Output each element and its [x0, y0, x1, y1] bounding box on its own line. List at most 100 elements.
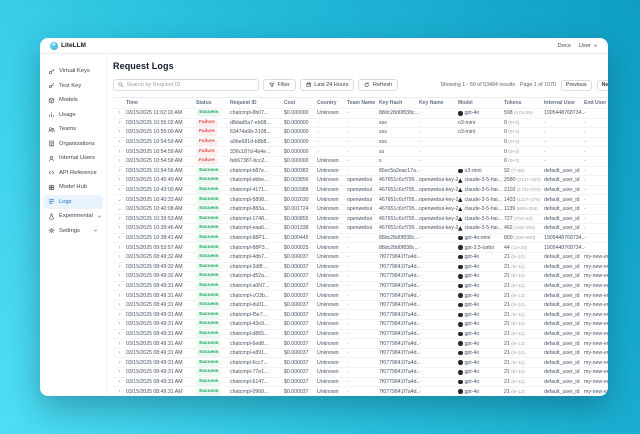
chevron-right-icon[interactable]: › — [118, 388, 121, 395]
chevron-right-icon[interactable]: › — [118, 340, 121, 347]
chevron-right-icon[interactable]: › — [118, 119, 121, 126]
team-name: openwebui — [347, 206, 373, 213]
table-row[interactable]: › 03/15/2025 08:49:31 AM Success chatcmpl-0… — [113, 387, 608, 396]
table-row[interactable]: › 03/15/2025 10:54:59 AM Failure a9be681d-b… — [113, 138, 608, 148]
country: Unknown — [317, 110, 339, 117]
status-badge: Success — [196, 244, 222, 252]
sidebar-item-logs[interactable]: Logs — [43, 194, 103, 209]
table-row[interactable]: › 03/15/2025 10:54:56 AM Success chatcmpl-b… — [113, 167, 608, 177]
sidebar-item-test-key[interactable]: Test Key — [43, 79, 103, 94]
status-badge: Success — [196, 292, 222, 300]
litellm-logo[interactable]: ✦ LiteLLM — [50, 41, 86, 50]
chevron-right-icon[interactable]: › — [118, 187, 121, 194]
chevron-right-icon[interactable]: › — [118, 254, 121, 261]
chevron-right-icon[interactable]: › — [118, 110, 121, 117]
next-page-button[interactable]: Next — [596, 79, 608, 91]
table-row[interactable]: ⌄ 03/15/2025 10:40:33 AM Success chatcmpl-5… — [113, 195, 608, 205]
table-row[interactable]: › 03/15/2025 08:49:31 AM Success chatcmpl-7… — [113, 368, 608, 378]
openai-logo-icon — [458, 341, 463, 346]
internal-user: - — [544, 119, 546, 126]
sidebar-item-organizations[interactable]: Organizations — [43, 137, 103, 152]
user-menu[interactable]: User — [579, 43, 598, 49]
chevron-right-icon[interactable]: › — [118, 359, 121, 366]
sidebar-item-models[interactable]: Models — [43, 93, 103, 108]
chevron-right-icon[interactable]: › — [118, 311, 121, 318]
chevron-right-icon[interactable]: › — [118, 282, 121, 289]
chevron-right-icon[interactable]: › — [118, 321, 121, 328]
chevron-right-icon[interactable]: › — [118, 302, 121, 309]
calendar-icon — [306, 82, 311, 88]
table-row[interactable]: ⌄ 03/15/2025 10:40:08 AM Success chatcmpl-8… — [113, 205, 608, 215]
table-row[interactable]: › 03/15/2025 09:53:57 AM Success chatcmpl-8… — [113, 243, 608, 253]
sidebar-item-label: API Reference — [59, 169, 97, 176]
sidebar-item-model-hub[interactable]: Model Hub — [43, 180, 103, 195]
table-row[interactable]: › 03/15/2025 10:43:00 AM Success chatcmpl-4… — [113, 186, 608, 196]
log-time: 03/15/2025 10:38:41 AM — [126, 235, 183, 242]
table-row[interactable]: › 03/15/2025 10:54:58 AM Failure feb67387-b… — [113, 157, 608, 167]
refresh-button[interactable]: Refresh — [358, 79, 399, 91]
search-box[interactable] — [113, 79, 259, 91]
chevron-right-icon[interactable]: › — [118, 225, 121, 232]
table-row[interactable]: › 03/15/2025 08:49:31 AM Success chatcmpl-e… — [113, 349, 608, 359]
sidebar-item-internal-users[interactable]: Internal Users — [43, 151, 103, 166]
sidebar-item-settings[interactable]: Settings — [43, 224, 103, 239]
chevron-right-icon[interactable]: › — [118, 167, 121, 174]
table-row[interactable]: › 03/15/2025 08:49:32 AM Success chatcmpl-4… — [113, 253, 608, 263]
table-row[interactable]: › 03/15/2025 08:49:31 AM Success chatcmpl-a… — [113, 282, 608, 292]
sidebar-item-teams[interactable]: Teams — [43, 122, 103, 137]
table-row[interactable]: › 03/15/2025 10:38:41 AM Success chatcmpl-8… — [113, 234, 608, 244]
tokens-cell: 0 (0+0) — [504, 120, 544, 126]
chevron-right-icon[interactable]: › — [118, 350, 121, 357]
table-row[interactable]: › 03/15/2025 08:49:31 AM Success chatcmpl-c… — [113, 291, 608, 301]
filter-button[interactable]: Filter — [263, 79, 296, 91]
model-name: gpt-4o — [464, 292, 480, 299]
team-name: - — [347, 388, 349, 395]
table-row[interactable]: › 03/15/2025 08:49:31 AM Success chatcmpl-6… — [113, 339, 608, 349]
chevron-down-icon[interactable]: ⌄ — [116, 196, 123, 203]
chevron-right-icon[interactable]: › — [118, 292, 121, 299]
previous-page-button[interactable]: Previous — [560, 79, 592, 91]
chevron-right-icon[interactable]: › — [118, 139, 121, 146]
table-row[interactable]: › 03/15/2025 08:49:31 AM Success chatcmpl-d… — [113, 330, 608, 340]
table-row[interactable]: › 03/15/2025 08:49:32 AM Success chatcmpl-2… — [113, 263, 608, 273]
cost: $0.000037 — [284, 282, 309, 289]
table-row[interactable]: › 03/15/2025 11:02:10 AM Success chatcmpl-8… — [113, 109, 608, 119]
table-row[interactable]: › 03/15/2025 08:49:31 AM Success chatcmpl-6… — [113, 378, 608, 388]
chevron-right-icon[interactable]: › — [118, 235, 121, 242]
chevron-right-icon[interactable]: › — [118, 129, 121, 136]
search-input[interactable] — [126, 82, 254, 88]
sidebar-item-api-reference[interactable]: API Reference — [43, 166, 103, 181]
sidebar-item-experimental[interactable]: Experimental — [43, 209, 103, 224]
table-row[interactable]: › 03/15/2025 10:54:59 AM Failure 336c187d-4… — [113, 147, 608, 157]
time-range-button[interactable]: Last 24 Hours — [299, 79, 355, 91]
chevron-right-icon[interactable]: › — [118, 330, 121, 337]
table-row[interactable]: › 03/15/2025 08:49:31 AM Success chatcmpl-d… — [113, 301, 608, 311]
table-row[interactable]: › 03/15/2025 10:55:00 AM Failure 63474a9b-3… — [113, 128, 608, 138]
chevron-right-icon[interactable]: › — [118, 158, 121, 165]
country: Unknown — [317, 196, 339, 203]
chevron-right-icon[interactable]: › — [118, 215, 121, 222]
chevron-right-icon[interactable]: › — [118, 263, 121, 270]
table-row[interactable]: › 03/15/2025 08:49:32 AM Success chatcmpl-d… — [113, 272, 608, 282]
table-row[interactable]: › 03/15/2025 10:55:02 AM Failure d8dad5a7-e… — [113, 119, 608, 129]
chevron-down-icon[interactable]: ⌄ — [116, 206, 123, 213]
table-row[interactable]: › 03/15/2025 10:39:46 AM Success chatcmpl-e… — [113, 224, 608, 234]
chevron-right-icon[interactable]: › — [118, 378, 121, 385]
model-name: gpt-4o — [464, 302, 480, 309]
anthropic-logo-icon — [458, 226, 463, 231]
table-row[interactable]: › 03/15/2025 08:49:31 AM Success chatcmpl-6… — [113, 358, 608, 369]
table-row[interactable]: › 03/15/2025 08:49:31 AM Success chatcmpl-f… — [113, 310, 608, 321]
sidebar-item-virtual-keys[interactable]: Virtual Keys — [43, 64, 103, 79]
chevron-right-icon[interactable]: › — [118, 244, 121, 251]
chevron-right-icon[interactable]: › — [118, 369, 121, 376]
docs-link[interactable]: Docs — [557, 42, 571, 49]
sidebar-item-usage[interactable]: Usage — [43, 108, 103, 123]
chevron-right-icon[interactable]: › — [118, 177, 121, 184]
chevron-right-icon[interactable]: › — [118, 148, 121, 155]
table-row[interactable]: › 03/15/2025 10:39:53 AM Success chatcmpl-1… — [113, 215, 608, 225]
chevron-right-icon[interactable]: › — [118, 273, 121, 280]
country: Unknown — [317, 378, 339, 385]
table-row[interactable]: › 03/15/2025 10:45:49 AM Success chatcmpl-e… — [113, 176, 608, 186]
status-badge: Success — [196, 110, 222, 118]
table-row[interactable]: › 03/15/2025 08:49:31 AM Success chatcmpl-4… — [113, 320, 608, 330]
